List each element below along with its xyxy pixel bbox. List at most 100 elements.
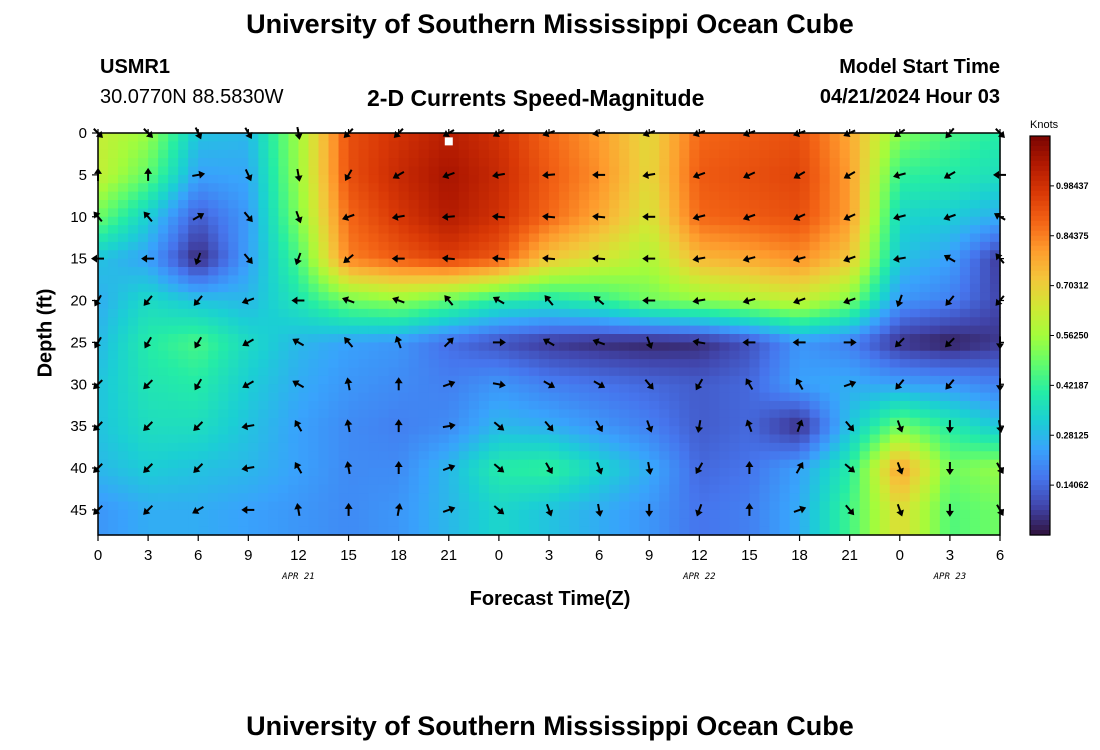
heatmap-cell	[228, 518, 239, 528]
heatmap-cell	[869, 451, 881, 461]
heatmap-cell	[138, 417, 149, 427]
heatmap-cell	[669, 275, 680, 285]
heatmap-cell	[438, 208, 450, 218]
heatmap-cell	[659, 325, 670, 335]
heatmap-cell	[478, 434, 490, 444]
x-tick-label: 9	[645, 547, 653, 564]
heatmap-cell	[388, 308, 400, 318]
heatmap-cell	[108, 417, 119, 427]
heatmap-cell	[939, 141, 951, 151]
heatmap-cell	[148, 375, 159, 385]
heatmap-cell	[829, 350, 841, 360]
heatmap-cell	[348, 149, 360, 159]
heatmap-cell	[328, 384, 340, 394]
heatmap-cell	[969, 283, 981, 293]
heatmap-cell	[669, 283, 680, 293]
heatmap-cell	[929, 442, 941, 452]
heatmap-cell	[228, 442, 239, 452]
current-arrow	[745, 419, 753, 433]
heatmap-cell	[358, 342, 370, 352]
heatmap-cell	[248, 300, 259, 310]
heatmap-cell	[829, 267, 841, 276]
heatmap-cell	[779, 434, 791, 444]
heatmap-cell	[629, 283, 640, 293]
heatmap-cell	[759, 484, 771, 494]
heatmap-cell	[619, 526, 630, 536]
heatmap-cell	[498, 300, 510, 310]
heatmap-cell	[378, 208, 390, 218]
heatmap-cell	[659, 509, 670, 519]
heatmap-cell	[228, 501, 239, 511]
heatmap-cell	[909, 308, 921, 318]
heatmap-cell	[308, 401, 320, 410]
heatmap-cell	[769, 183, 781, 193]
heatmap-cell	[148, 342, 159, 352]
heatmap-cell	[789, 392, 801, 402]
heatmap-cell	[438, 342, 450, 352]
heatmap-cell	[108, 258, 119, 268]
colorbar-segment	[1030, 420, 1050, 426]
heatmap-cell	[158, 459, 169, 469]
heatmap-cell	[278, 158, 290, 168]
current-arrow	[143, 421, 154, 432]
heatmap-cell	[128, 191, 139, 201]
heatmap-cell	[148, 325, 159, 335]
current-arrow	[743, 171, 756, 179]
heatmap-cell	[198, 476, 209, 486]
colorbar-label: 0.14062	[1056, 480, 1089, 490]
heatmap-cell	[128, 166, 139, 176]
heatmap-cell	[819, 367, 831, 377]
heatmap-cell	[959, 409, 971, 419]
heatmap-cell	[699, 208, 710, 218]
heatmap-cell	[98, 292, 109, 302]
heatmap-cell	[879, 342, 891, 352]
heatmap-cell	[328, 334, 340, 343]
heatmap-cell	[789, 258, 801, 268]
heatmap-cell	[538, 342, 550, 352]
heatmap-cell	[438, 267, 450, 276]
heatmap-cell	[458, 476, 470, 486]
heatmap-cell	[669, 375, 680, 385]
heatmap-cell	[318, 183, 330, 193]
heatmap-cell	[579, 501, 590, 511]
heatmap-cell	[298, 392, 310, 402]
heatmap-cell	[549, 317, 560, 327]
heatmap-cell	[569, 200, 580, 209]
heatmap-cell	[889, 518, 901, 528]
heatmap-cell	[348, 426, 360, 436]
heatmap-cell	[719, 392, 730, 402]
heatmap-cell	[508, 451, 520, 461]
current-arrow	[444, 295, 454, 306]
heatmap-cell	[549, 334, 560, 343]
heatmap-cell	[498, 200, 510, 209]
heatmap-cell	[458, 501, 470, 511]
heatmap-cell	[228, 375, 239, 385]
heatmap-cell	[839, 442, 851, 452]
heatmap-cell	[268, 166, 279, 176]
heatmap-cell	[348, 241, 360, 251]
heatmap-cell	[278, 258, 290, 268]
current-arrow	[394, 377, 403, 391]
heatmap-cell	[619, 158, 630, 168]
heatmap-cell	[108, 468, 119, 477]
heatmap-cell	[518, 267, 530, 276]
heatmap-cell	[348, 384, 360, 394]
heatmap-cell	[849, 417, 861, 427]
position-marker-group	[444, 137, 453, 146]
heatmap-cell	[218, 476, 229, 486]
heatmap-cell	[779, 233, 791, 243]
heatmap-cell	[969, 141, 981, 151]
heatmap-cell	[549, 468, 560, 477]
heatmap-cell	[198, 166, 209, 176]
heatmap-cell	[649, 225, 660, 235]
heatmap-cell	[829, 426, 841, 436]
heatmap-cell	[869, 526, 881, 536]
heatmap-cell	[378, 359, 390, 369]
heatmap-cell	[609, 367, 620, 377]
heatmap-cell	[729, 509, 741, 519]
heatmap-cell	[368, 442, 380, 452]
heatmap-cell	[839, 367, 851, 377]
heatmap-cell	[909, 183, 921, 193]
heatmap-cell	[619, 401, 630, 410]
heatmap-cell	[579, 392, 590, 402]
